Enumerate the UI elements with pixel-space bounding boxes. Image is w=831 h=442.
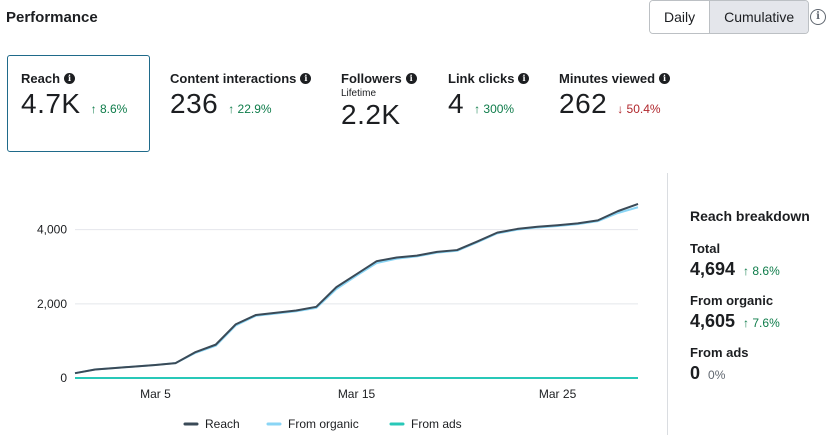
info-icon[interactable]: i: [810, 9, 826, 25]
y-tick-label: 0: [60, 371, 67, 385]
ads-change: 0%: [708, 368, 726, 382]
metric-label: Minutes viewed i: [559, 71, 679, 86]
x-tick-label: Mar 15: [338, 387, 376, 401]
metric-change: ↑ 300%: [474, 102, 515, 116]
metric-sublabel: Lifetime: [341, 88, 377, 99]
metric-label: Content interactions i: [170, 71, 330, 86]
metric-card-link-clicks[interactable]: Link clicks i 4 ↑ 300%: [448, 55, 548, 152]
metric-card-reach[interactable]: Reach i 4.7K ↑ 8.6%: [7, 55, 150, 152]
metric-change: ↑ 8.6%: [90, 102, 128, 116]
metric-change: ↑ 22.9%: [228, 102, 272, 116]
info-icon[interactable]: i: [518, 73, 530, 84]
x-tick-label: Mar 5: [140, 387, 171, 401]
breakdown-title: Reach breakdown: [690, 208, 810, 224]
info-icon[interactable]: i: [64, 73, 76, 84]
total-label: Total: [690, 241, 721, 256]
organic-change: ↑ 7.6%: [743, 316, 780, 330]
info-icon[interactable]: i: [659, 73, 671, 84]
metric-card-followers[interactable]: Followers i Lifetime 2.2K: [341, 55, 441, 152]
ads-value: 0: [690, 363, 701, 383]
reach-breakdown: Reach breakdown Total 4,694 ↑ 8.6% From …: [690, 208, 830, 384]
metric-value: 262: [559, 88, 608, 119]
total-change: ↑ 8.6%: [743, 264, 780, 278]
y-tick-label: 4,000: [37, 223, 67, 237]
page-title: Performance: [6, 9, 98, 26]
cumulative-button[interactable]: Cumulative: [709, 1, 809, 33]
info-icon[interactable]: i: [300, 73, 312, 84]
series-line-from-organic: [74, 206, 639, 375]
legend-label: Reach: [205, 417, 240, 431]
metric-value: 4.7K: [21, 88, 81, 119]
metric-value: 4: [448, 88, 465, 119]
x-tick-label: Mar 25: [539, 387, 577, 401]
legend-label: From ads: [411, 417, 462, 431]
total-value: 4,694: [690, 259, 736, 279]
metric-label: Reach i: [21, 71, 149, 86]
series-line-reach: [74, 202, 639, 375]
reach-line-chart: 0 2,000 4,000 Mar 5 Mar 15 Mar 25 Reach From …: [37, 202, 639, 431]
organic-label: From organic: [690, 293, 774, 308]
view-toggle: Daily Cumulative: [649, 0, 810, 34]
divider: [667, 173, 668, 435]
metric-value: 236: [170, 88, 219, 119]
organic-value: 4,605: [690, 311, 736, 331]
y-tick-label: 2,000: [37, 297, 67, 311]
metric-card-minutes-viewed[interactable]: Minutes viewed i 262 ↓ 50.4%: [559, 55, 679, 152]
metric-label: Followers i: [341, 71, 441, 86]
ads-label: From ads: [690, 345, 749, 360]
metric-label: Link clicks i: [448, 71, 548, 86]
metric-card-content-interactions[interactable]: Content interactions i 236 ↑ 22.9%: [170, 55, 330, 152]
daily-button[interactable]: Daily: [650, 1, 710, 33]
metric-value: 2.2K: [341, 99, 401, 130]
metric-change: ↓ 50.4%: [617, 102, 661, 116]
legend-label: From organic: [288, 417, 359, 431]
info-icon[interactable]: i: [405, 73, 417, 84]
